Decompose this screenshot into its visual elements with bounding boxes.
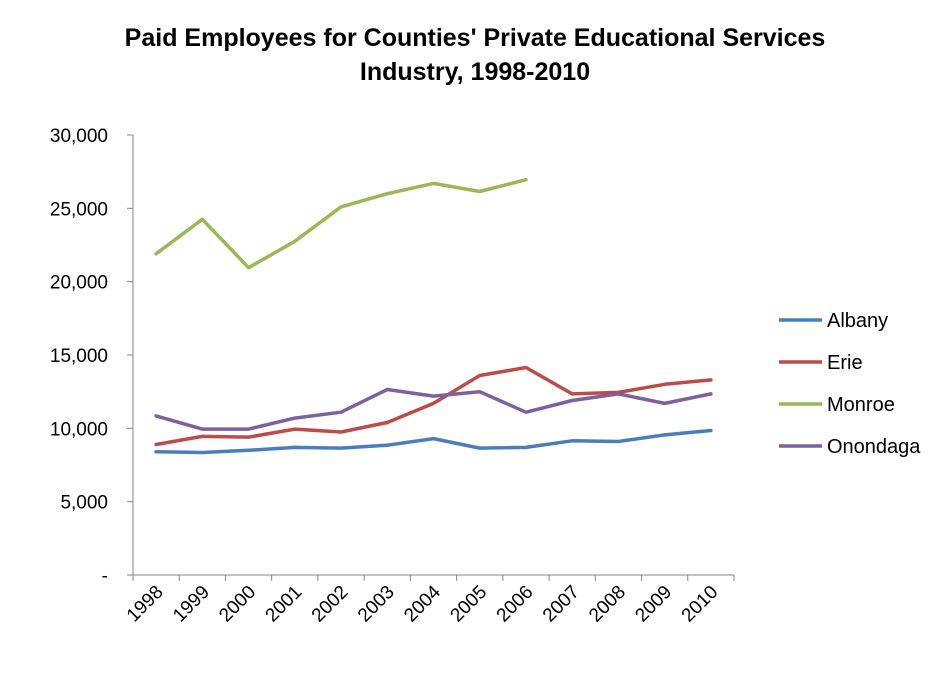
x-tick-label: 2007 xyxy=(539,582,584,627)
legend: Albany Erie Monroe Onondaga xyxy=(779,310,921,458)
axes-group xyxy=(127,134,735,581)
series-line-albany xyxy=(154,428,713,455)
series-line-monroe xyxy=(154,177,528,270)
series-line-erie xyxy=(154,365,713,447)
y-tick-label: 30,000 xyxy=(50,126,108,147)
series-line-onondaga xyxy=(154,387,713,431)
y-tick-label: 5,000 xyxy=(60,493,108,514)
x-tick-label: 2005 xyxy=(447,582,492,627)
y-tick-label: 15,000 xyxy=(50,346,108,367)
y-tick-label: 20,000 xyxy=(50,273,108,294)
x-tick-label: 2003 xyxy=(354,582,399,627)
legend-label-erie: Erie xyxy=(827,352,863,374)
x-tick-label: 1998 xyxy=(123,582,168,627)
y-tick-label: 25,000 xyxy=(50,199,108,220)
y-tick-label: - xyxy=(102,566,108,587)
x-tick-label: 2001 xyxy=(262,582,307,627)
chart-title-line-1: Paid Employees for Counties' Private Edu… xyxy=(125,24,826,52)
legend-label-albany: Albany xyxy=(827,310,888,332)
x-tick-label: 2008 xyxy=(585,582,630,627)
x-tick-label: 2002 xyxy=(308,582,353,627)
legend-label-monroe: Monroe xyxy=(827,394,895,416)
series-lines xyxy=(154,177,713,455)
x-tick-label: 1999 xyxy=(169,582,214,627)
chart-title-line-2: Industry, 1998-2010 xyxy=(360,58,590,86)
x-tick-label: 2004 xyxy=(400,581,445,626)
x-tick-label: 2006 xyxy=(493,582,538,627)
x-tick-label: 2000 xyxy=(215,582,260,627)
y-tick-label: 10,000 xyxy=(50,419,108,440)
x-tick-labels: 1998 1999 2000 2001 2002 2003 2004 2005 2006 2007… xyxy=(123,581,723,626)
legend-label-onondaga: Onondaga xyxy=(827,436,921,458)
y-tick-labels: - 5,000 10,000 15,000 20,000 25,000 30,000 xyxy=(50,126,108,587)
x-tick-label: 2010 xyxy=(678,582,723,627)
x-tick-label: 2009 xyxy=(631,582,676,627)
